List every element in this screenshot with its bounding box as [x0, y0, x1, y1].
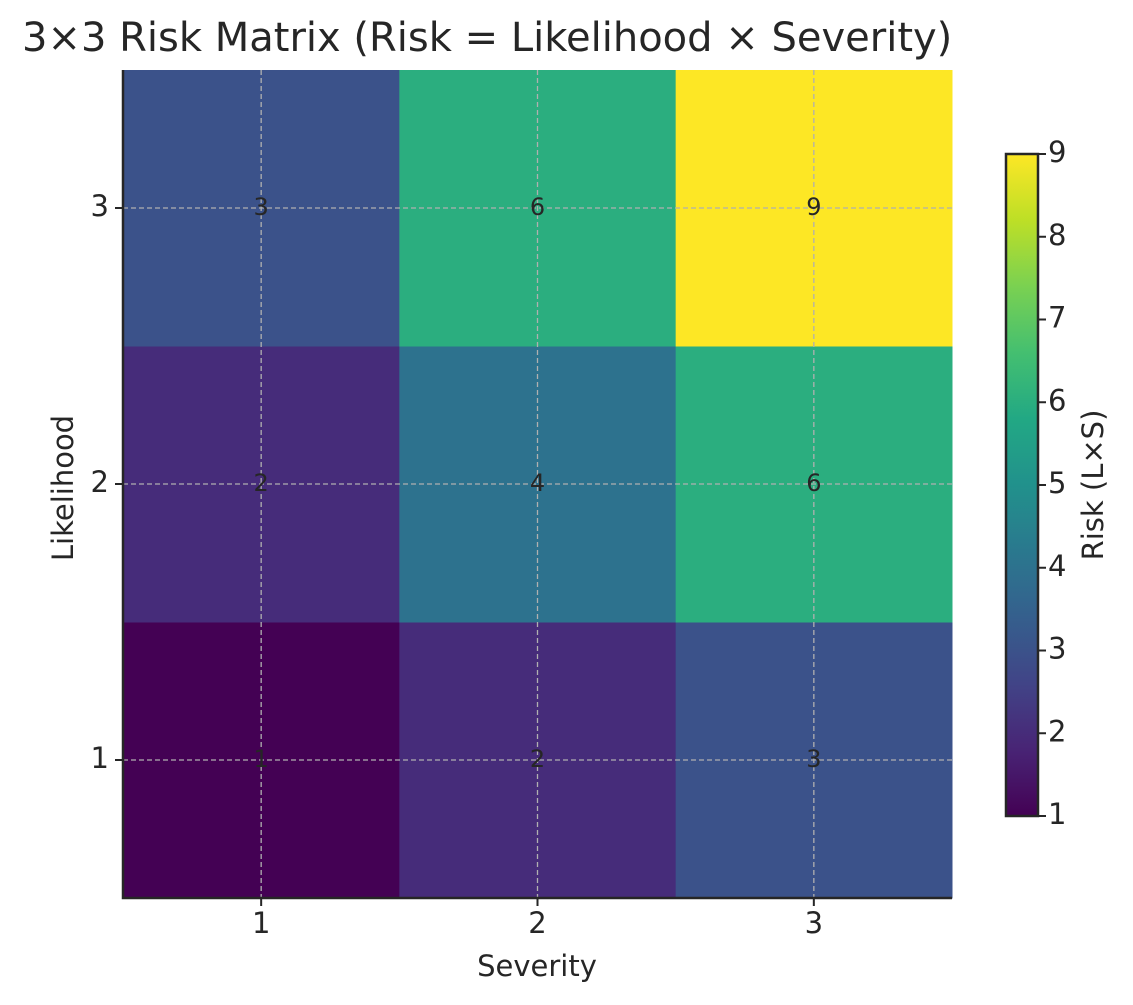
colorbar-label: Risk (L×S) [1076, 410, 1110, 561]
cell-label: 6 [530, 193, 545, 221]
colorbar-tick-label: 5 [1048, 466, 1066, 500]
cell-label: 6 [806, 469, 821, 497]
x-tick-label: 1 [252, 906, 270, 940]
x-axis-label: Severity [477, 949, 597, 983]
cell-label: 2 [530, 745, 545, 773]
colorbar-tick-label: 6 [1048, 383, 1066, 417]
colorbar-tick-label: 3 [1048, 632, 1066, 666]
colorbar-tick-label: 9 [1048, 135, 1066, 169]
cell-label: 2 [254, 469, 269, 497]
cell-label: 1 [254, 745, 269, 773]
colorbar [1004, 152, 1040, 818]
y-axis-label: Likelihood [46, 415, 80, 561]
colorbar-tick-label: 1 [1048, 797, 1066, 831]
cell-label: 3 [254, 193, 269, 221]
colorbar-tick-label: 7 [1048, 301, 1066, 335]
cell-label: 4 [530, 469, 545, 497]
x-tick-label: 3 [805, 906, 823, 940]
axis-frame [121, 70, 952, 900]
cell-label: 3 [806, 745, 821, 773]
y-tick-label: 3 [91, 189, 109, 223]
x-tick-label: 2 [528, 906, 546, 940]
colorbar-tick-label: 2 [1048, 714, 1066, 748]
colorbar-tick-label: 4 [1048, 549, 1066, 583]
cell-label: 9 [806, 193, 821, 221]
y-tick-label: 1 [91, 741, 109, 775]
y-tick-label: 2 [91, 465, 109, 499]
chart-title: 3×3 Risk Matrix (Risk = Likelihood × Sev… [22, 15, 952, 61]
colorbar-tick-label: 8 [1048, 218, 1066, 252]
